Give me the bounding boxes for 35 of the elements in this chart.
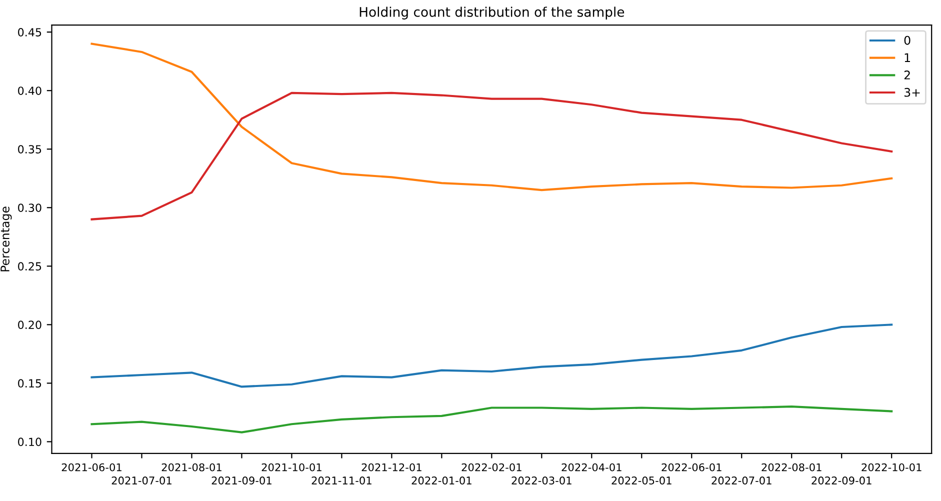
x-tick-label: 2022-01-01 xyxy=(412,476,472,484)
line-series xyxy=(90,92,893,220)
y-axis-title: Percentage xyxy=(0,206,12,272)
line-series xyxy=(90,324,893,388)
y-tick-label: 0.45 xyxy=(18,28,42,36)
x-tick-label: 2022-02-01 xyxy=(462,463,522,472)
x-tick-label: 2021-08-01 xyxy=(162,463,222,472)
x-tick-label: 2021-09-01 xyxy=(212,476,272,484)
y-tick-label: 0.35 xyxy=(18,145,42,154)
x-tick-label: 2021-06-01 xyxy=(62,463,122,472)
legend-label: 3+ xyxy=(904,88,920,97)
line-series xyxy=(90,406,893,434)
legend-label: 0 xyxy=(904,36,910,45)
legend-label: 2 xyxy=(904,70,910,80)
x-tick-label: 2022-04-01 xyxy=(562,463,622,472)
y-tick-label: 0.30 xyxy=(18,204,42,212)
x-tick-label: 2021-11-01 xyxy=(312,476,372,484)
x-tick-label: 2022-08-01 xyxy=(762,463,822,472)
x-tick-label: 2022-03-01 xyxy=(512,476,572,484)
y-tick-label: 0.15 xyxy=(18,379,42,388)
x-tick-label: 2021-07-01 xyxy=(112,476,172,484)
x-tick-label: 2021-10-01 xyxy=(262,463,322,472)
x-tick-label: 2021-12-01 xyxy=(362,463,422,472)
y-tick-label: 0.40 xyxy=(18,86,42,95)
x-tick-label: 2022-09-01 xyxy=(812,476,872,484)
x-tick-label: 2022-07-01 xyxy=(712,476,772,484)
legend-label: 1 xyxy=(904,53,910,62)
y-tick-label: 0.25 xyxy=(18,262,42,271)
y-tick-label: 0.20 xyxy=(18,320,42,330)
line-series xyxy=(90,42,893,192)
y-tick-label: 0.10 xyxy=(18,438,42,446)
x-tick-label: 2022-05-01 xyxy=(612,476,672,484)
x-tick-label: 2022-06-01 xyxy=(662,463,722,472)
x-tick-label: 2022-10-01 xyxy=(862,463,922,472)
chart-title: Holding count distribution of the sample xyxy=(360,6,624,20)
